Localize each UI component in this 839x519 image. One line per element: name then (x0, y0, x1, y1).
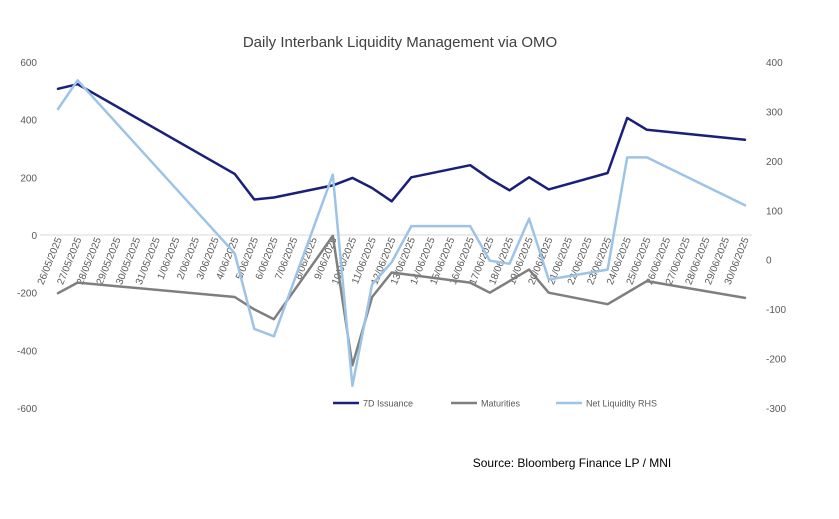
legend: 7D Issuance Maturities Net Liquidity RHS (333, 399, 657, 409)
legend-label-net-liquidity-rhs: Net Liquidity RHS (586, 399, 657, 409)
source-note: Source: Bloomberg Finance LP / MNI (473, 456, 672, 470)
left-tick-label: 200 (20, 173, 37, 184)
x-axis: 26/05/202527/05/202528/05/202529/05/2025… (36, 236, 752, 287)
right-tick-label: -300 (766, 404, 786, 415)
series-layer (56, 79, 747, 388)
right-axis: 400 300 200 100 0 -100 -200 -300 (766, 58, 786, 415)
legend-label-maturities: Maturities (481, 399, 521, 409)
series-line-net-liquidity-rhs (56, 79, 747, 388)
right-tick-label: 400 (766, 58, 783, 69)
right-tick-label: 0 (766, 256, 772, 267)
right-tick-label: -100 (766, 305, 786, 316)
left-tick-label: 600 (20, 58, 37, 69)
left-tick-label: 0 (31, 231, 37, 242)
left-tick-label: -400 (17, 346, 37, 357)
left-tick-label: -200 (17, 289, 37, 300)
left-tick-label: -600 (17, 404, 37, 415)
series-line-7d-issuance (56, 82, 747, 203)
chart-title: Daily Interbank Liquidity Management via… (243, 34, 557, 51)
left-axis: 600 400 200 0 -200 -400 -600 (17, 58, 37, 415)
right-tick-label: -200 (766, 355, 786, 366)
left-tick-label: 400 (20, 116, 37, 127)
legend-label-7d-issuance: 7D Issuance (363, 399, 413, 409)
right-tick-label: 300 (766, 107, 783, 118)
right-tick-label: 100 (766, 206, 783, 217)
right-tick-label: 200 (766, 157, 783, 168)
